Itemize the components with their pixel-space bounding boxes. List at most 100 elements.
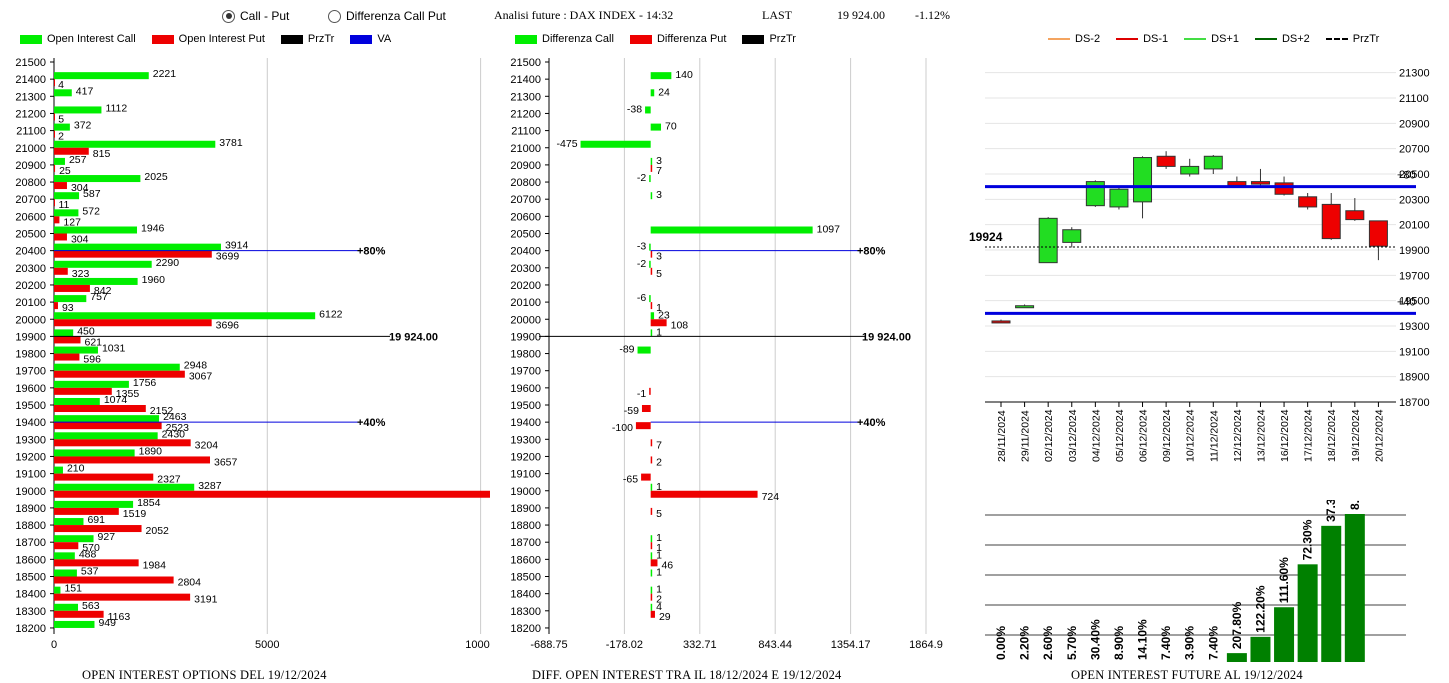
diff-call-bar	[650, 157, 653, 165]
strike-label: 19500	[510, 400, 541, 412]
y-tick-label: 18700	[1399, 397, 1430, 409]
put-bar	[54, 525, 142, 533]
put-value-label: 1984	[143, 559, 167, 571]
put-bar	[54, 319, 212, 327]
diff-call-value-label: 4	[656, 601, 662, 613]
future-oi-bar	[1250, 636, 1271, 662]
call-bar	[54, 89, 72, 97]
options-chart-title: OPEN INTEREST OPTIONS DEL 19/12/2024	[82, 668, 327, 682]
diff-put-bar	[650, 559, 658, 567]
diff-put-value-label: 3	[656, 251, 662, 263]
diff-call-bar	[650, 72, 672, 80]
strike-label: 19300	[510, 434, 541, 446]
put-value-label: 2327	[157, 474, 181, 486]
diff-put-value-label: 46	[661, 559, 673, 571]
call-value-label: 587	[83, 188, 101, 200]
legend-item-candle-prztr: PrzTr	[1325, 33, 1379, 45]
diff-call-bar	[650, 483, 653, 491]
call-bar	[54, 586, 61, 594]
call-bar	[54, 329, 74, 337]
future-oi-value-label: 37.30%	[1324, 500, 1338, 522]
strike-label: 19200	[15, 451, 46, 463]
radio-call-put[interactable]: Call - Put	[222, 9, 289, 23]
put-bar	[54, 250, 212, 258]
strike-label: 19600	[15, 383, 46, 395]
y-tick-label: 19900	[1399, 245, 1430, 257]
x-tick-label: 1354.17	[831, 639, 871, 651]
strike-label: 20000	[15, 314, 46, 326]
strike-label: 18800	[15, 520, 46, 532]
call-bar	[54, 175, 141, 183]
call-bar	[54, 226, 138, 234]
put-value-label: 570	[82, 542, 100, 554]
put-value-label: 1163	[108, 611, 131, 623]
call-value-label: 1854	[137, 497, 161, 509]
put-value-label: 127	[63, 216, 81, 228]
strike-label: 19200	[510, 451, 541, 463]
call-bar	[54, 312, 316, 320]
strike-label: 20700	[15, 194, 46, 206]
call-value-label: 2463	[163, 411, 187, 423]
strike-label: 19500	[15, 400, 46, 412]
options-open-interest-chart: 0500010000150002150021400222142130041721…	[15, 57, 490, 651]
diff-call-bar	[649, 243, 651, 251]
diff-put-bar	[650, 542, 653, 550]
put-value-label: 304	[71, 182, 89, 194]
call-bar	[54, 518, 84, 526]
diff-open-interest-chart: -688.75 -178.02 332.71 843.44 1354.17 1864.9 2…	[510, 57, 942, 651]
y-tick-label: 19300	[1399, 321, 1430, 333]
diff-put-bar	[650, 593, 653, 601]
diff-call-value-label: -6	[637, 292, 646, 304]
date-label: 20/12/2024	[1373, 409, 1385, 462]
diff-call-bar	[650, 226, 813, 234]
call-value-label: 372	[74, 120, 92, 132]
strike-label: 19000	[510, 486, 541, 498]
put-value-label: 25	[59, 165, 71, 177]
date-label: 05/12/2024	[1114, 409, 1126, 462]
call-bar	[54, 260, 152, 268]
candle-body	[1345, 210, 1365, 221]
radio-differenza-call-put[interactable]: Differenza Call Put	[328, 9, 446, 23]
call-value-label: 3914	[225, 240, 249, 252]
va-label: +40%	[357, 417, 386, 429]
diff-call-value-label: -38	[627, 103, 642, 115]
diff-put-bar	[635, 422, 651, 430]
candle-body	[1298, 196, 1318, 208]
strike-label: 19600	[510, 383, 541, 395]
strike-label: 18600	[15, 554, 46, 566]
call-value-label: 2025	[144, 171, 168, 183]
put-bar	[54, 387, 112, 395]
put-bar	[54, 542, 79, 550]
put-bar	[54, 559, 139, 567]
call-value-label: 1756	[133, 377, 157, 389]
legend-item-diff-put: Differenza Put	[629, 33, 726, 45]
put-value-label: 2804	[178, 577, 202, 589]
diff-call-value-label: 1	[656, 584, 662, 596]
diff-call-bar	[650, 603, 653, 611]
call-value-label: 927	[98, 531, 116, 543]
call-value-label: 151	[64, 583, 82, 595]
put-value-label: 842	[94, 285, 112, 297]
call-bar	[54, 432, 158, 440]
call-bar	[54, 398, 100, 405]
diff-put-value-label: 1	[656, 542, 662, 554]
candle-body	[1274, 182, 1294, 195]
call-value-label: 210	[67, 463, 85, 475]
prztr-label: 19924	[969, 230, 1003, 244]
y-tick-label: 19500	[1399, 296, 1430, 308]
strike-label: 20600	[15, 211, 46, 223]
strike-label: 18600	[510, 554, 541, 566]
strike-label: 19700	[510, 366, 541, 378]
va-label: +40	[1397, 296, 1416, 308]
put-value-label: 621	[84, 336, 102, 348]
diff-chart-title: DIFF. OPEN INTEREST TRA IL 18/12/2024 E …	[532, 668, 842, 682]
date-label: 18/12/2024	[1326, 409, 1338, 462]
put-bar	[54, 147, 89, 155]
call-bar	[54, 535, 94, 543]
put-bar	[54, 113, 55, 121]
call-bar	[54, 483, 195, 491]
strike-label: 20700	[510, 194, 541, 206]
diff-call-value-label: 23	[658, 309, 670, 321]
diff-call-bar	[649, 295, 651, 303]
diff-call-value-label: 1	[656, 567, 662, 579]
